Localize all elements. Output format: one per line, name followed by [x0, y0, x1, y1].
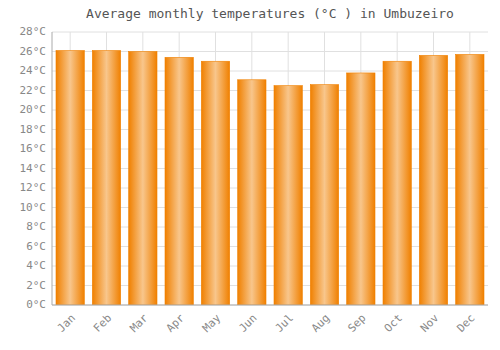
y-tick-label: 16°C [20, 142, 47, 155]
y-tick-label: 28°C [20, 25, 47, 38]
title: Average monthly temperatures (°C ) in Um… [86, 6, 454, 21]
y-grid-line [52, 305, 488, 306]
bar [56, 51, 84, 305]
x-tick-label: Mar [127, 311, 151, 335]
y-tick-label: 26°C [20, 45, 47, 58]
chart: 0°C 2°C 4°C 6°C 8°C 10°C 12°C 14°C 16°C 18°C 20°C 2… [0, 0, 500, 350]
bars [56, 51, 484, 305]
x-tick-label: Nov [418, 311, 442, 335]
y-tick-label: 6°C [26, 240, 46, 253]
bar [201, 61, 229, 305]
bar [274, 86, 302, 305]
y-tick-label: 22°C [20, 84, 47, 97]
page: {"chart_data": {"type": "bar", "title": … [0, 0, 500, 350]
bar [347, 73, 375, 305]
bar [456, 54, 484, 305]
y-tick-label: 2°C [26, 279, 46, 292]
x-tick-label: Feb [91, 312, 114, 335]
x-tick-label: Dec [454, 312, 477, 335]
y-tick-label: 20°C [20, 103, 47, 116]
grid [52, 32, 488, 305]
x-tick-label: Jul [273, 312, 296, 335]
bar [92, 51, 120, 305]
bar [238, 80, 266, 305]
y-tick-label: 14°C [20, 162, 47, 175]
bar [129, 52, 157, 306]
y-tick-label: 8°C [26, 220, 46, 233]
x-axis-line [52, 305, 488, 306]
y-grid-line [52, 32, 488, 33]
y-tick-label: 24°C [20, 64, 47, 77]
x-tick-label: Apr [164, 311, 188, 335]
y-tick-label: 4°C [26, 259, 46, 272]
x-tick-label: May [200, 311, 224, 335]
bar [165, 57, 193, 305]
y-tick-label: 12°C [20, 181, 47, 194]
axes: 0°C 2°C 4°C 6°C 8°C 10°C 12°C 14°C 16°C 18°C 20°C 2… [20, 25, 489, 335]
x-tick-label: Jun [236, 312, 259, 335]
bar [310, 85, 338, 305]
chart-container: 0°C 2°C 4°C 6°C 8°C 10°C 12°C 14°C 16°C 18°C 20°C 2… [0, 0, 500, 350]
bar [419, 55, 447, 305]
bar [383, 61, 411, 305]
y-tick-label: 0°C [26, 298, 46, 311]
x-tick-label: Jan [55, 312, 78, 335]
x-tick-label: Aug [309, 312, 332, 335]
y-tick-label: 18°C [20, 123, 47, 136]
x-tick-label: Sep [345, 312, 368, 335]
y-axis-line [52, 32, 53, 305]
x-tick-label: Oct [382, 312, 405, 335]
y-tick-label: 10°C [20, 201, 47, 214]
